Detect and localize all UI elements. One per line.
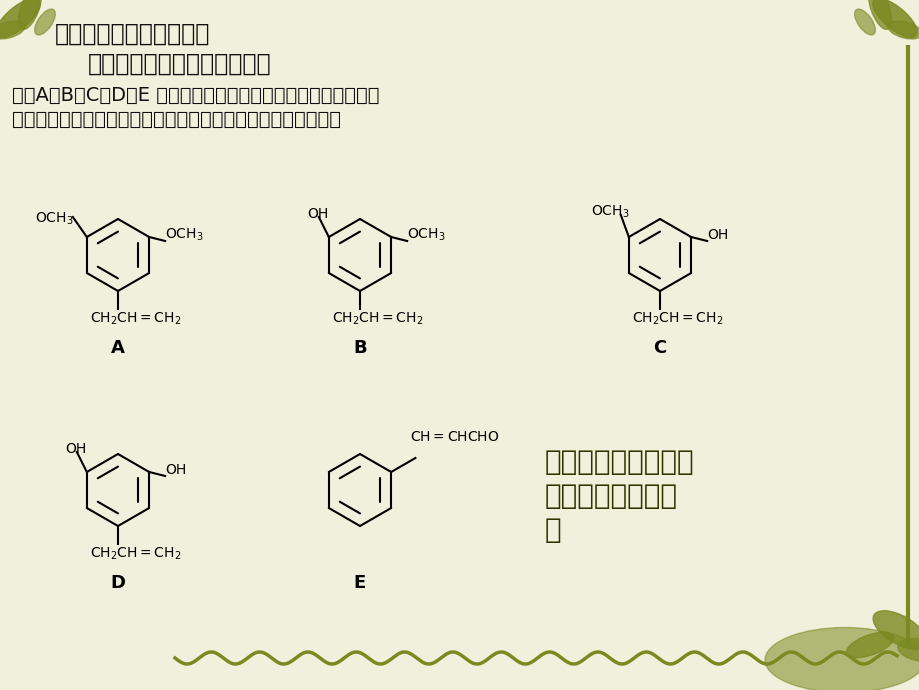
Text: OH: OH [707,228,728,242]
Ellipse shape [0,21,25,39]
Ellipse shape [765,627,919,690]
Text: OCH$_3$: OCH$_3$ [590,204,629,220]
Text: CH$=$CHCHO: CH$=$CHCHO [410,430,499,444]
Ellipse shape [854,9,874,35]
Text: OH: OH [165,463,187,477]
Text: A: A [111,339,125,357]
Text: 。: 。 [544,516,561,544]
Ellipse shape [0,0,40,37]
Text: OH: OH [307,207,328,221]
Ellipse shape [872,0,916,37]
Ellipse shape [845,632,892,658]
Text: 要成分，有的是药物，有的是香料。它们的结构简式如下所示：: 要成分，有的是药物，有的是香料。它们的结构简式如下所示： [12,110,341,129]
Ellipse shape [868,0,891,30]
Ellipse shape [35,9,55,35]
Ellipse shape [897,638,919,662]
Text: OCH$_3$: OCH$_3$ [165,227,203,243]
Text: B: B [353,339,367,357]
Ellipse shape [872,611,919,649]
Text: C: C [652,339,666,357]
Text: OCH$_3$: OCH$_3$ [35,211,74,228]
Text: 这五种化合物中，互: 这五种化合物中，互 [544,448,694,476]
Text: D: D [110,574,125,592]
Text: OH: OH [64,442,86,456]
Text: CH$_2$CH$=$CH$_2$: CH$_2$CH$=$CH$_2$ [90,311,181,327]
Text: CH$_2$CH$=$CH$_2$: CH$_2$CH$=$CH$_2$ [90,546,181,562]
Text: 三、常见题型及解题策略: 三、常见题型及解题策略 [55,22,210,46]
Text: E: E [354,574,366,592]
Text: OCH$_3$: OCH$_3$ [407,227,445,243]
Text: （一）判断是否为同分异构体: （一）判断是否为同分异构体 [88,52,271,76]
Ellipse shape [18,0,41,30]
Ellipse shape [887,21,919,39]
Text: CH$_2$CH$=$CH$_2$: CH$_2$CH$=$CH$_2$ [332,311,423,327]
Text: CH$_2$CH$=$CH$_2$: CH$_2$CH$=$CH$_2$ [631,311,722,327]
Text: 为同分异构体的是: 为同分异构体的是 [544,482,677,510]
Text: 例、A、B、C、D、E 五种芳香化合物都是某些植物挥发油中的主: 例、A、B、C、D、E 五种芳香化合物都是某些植物挥发油中的主 [12,86,380,105]
